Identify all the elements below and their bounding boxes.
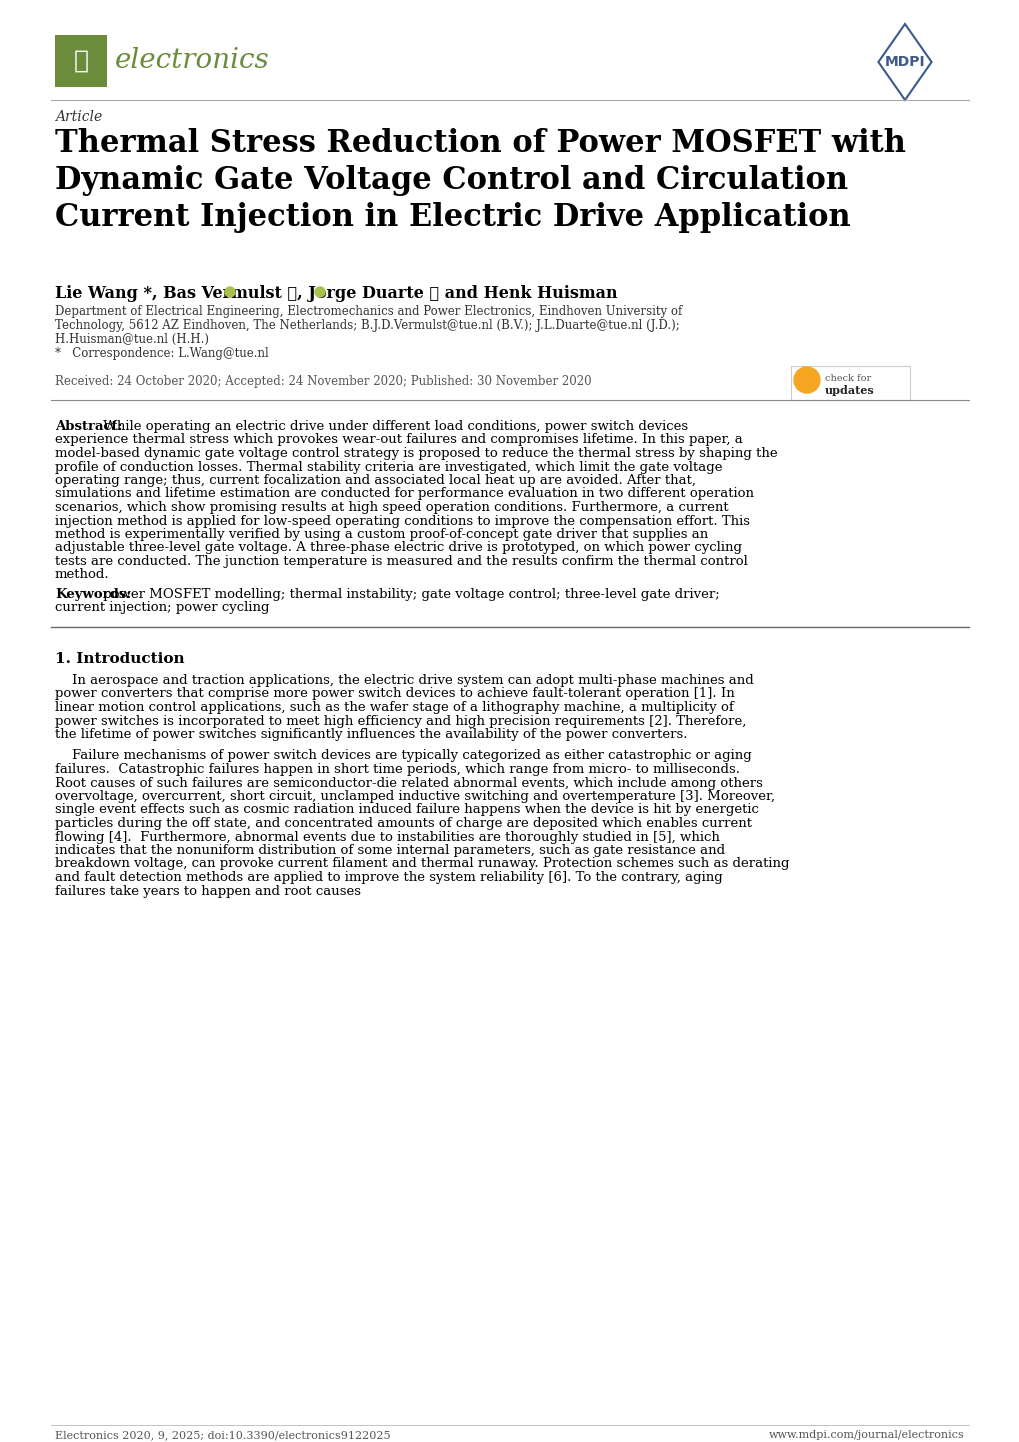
Text: operating range; thus, current focalization and associated local heat up are avo: operating range; thus, current focalizat…: [55, 474, 695, 487]
Text: *   Correspondence: L.Wang@tue.nl: * Correspondence: L.Wang@tue.nl: [55, 348, 268, 360]
Circle shape: [225, 287, 234, 297]
Text: experience thermal stress which provokes wear-out failures and compromises lifet: experience thermal stress which provokes…: [55, 434, 742, 447]
Text: electronics: electronics: [115, 48, 269, 75]
Text: www.mdpi.com/journal/electronics: www.mdpi.com/journal/electronics: [768, 1430, 964, 1441]
Text: power switches is incorporated to meet high efficiency and high precision requir: power switches is incorporated to meet h…: [55, 714, 746, 728]
FancyBboxPatch shape: [55, 35, 107, 87]
Text: ⎔: ⎔: [73, 49, 89, 74]
Text: adjustable three-level gate voltage. A three-phase electric drive is prototyped,: adjustable three-level gate voltage. A t…: [55, 542, 741, 555]
Text: current injection; power cycling: current injection; power cycling: [55, 601, 269, 614]
Text: single event effects such as cosmic radiation induced failure happens when the d: single event effects such as cosmic radi…: [55, 803, 758, 816]
Text: the lifetime of power switches significantly influences the availability of the : the lifetime of power switches significa…: [55, 728, 687, 741]
Text: Technology, 5612 AZ Eindhoven, The Netherlands; B.J.D.Vermulst@tue.nl (B.V.); J.: Technology, 5612 AZ Eindhoven, The Nethe…: [55, 319, 679, 332]
Text: linear motion control applications, such as the wafer stage of a lithography mac: linear motion control applications, such…: [55, 701, 733, 714]
Text: Department of Electrical Engineering, Electromechanics and Power Electronics, Ei: Department of Electrical Engineering, El…: [55, 306, 682, 319]
Text: Lie Wang *, Bas Vermulst ⓘ, Jorge Duarte ⓘ and Henk Huisman: Lie Wang *, Bas Vermulst ⓘ, Jorge Duarte…: [55, 286, 618, 301]
Circle shape: [315, 287, 325, 297]
Text: 1. Introduction: 1. Introduction: [55, 652, 184, 666]
Circle shape: [793, 368, 819, 394]
Text: Failure mechanisms of power switch devices are typically categorized as either c: Failure mechanisms of power switch devic…: [55, 750, 751, 763]
Text: In aerospace and traction applications, the electric drive system can adopt mult: In aerospace and traction applications, …: [55, 673, 753, 686]
Text: H.Huisman@tue.nl (H.H.): H.Huisman@tue.nl (H.H.): [55, 333, 209, 346]
Text: power converters that comprise more power switch devices to achieve fault-tolera: power converters that comprise more powe…: [55, 688, 734, 701]
Text: simulations and lifetime estimation are conducted for performance evaluation in : simulations and lifetime estimation are …: [55, 487, 753, 500]
Text: MDPI: MDPI: [883, 55, 924, 69]
Text: While operating an electric drive under different load conditions, power switch : While operating an electric drive under …: [100, 420, 688, 433]
Text: Received: 24 October 2020; Accepted: 24 November 2020; Published: 30 November 20: Received: 24 October 2020; Accepted: 24 …: [55, 375, 591, 388]
Text: Article: Article: [55, 110, 102, 124]
Text: failures.  Catastrophic failures happen in short time periods, which range from : failures. Catastrophic failures happen i…: [55, 763, 739, 776]
Text: Root causes of such failures are semiconductor-die related abnormal events, whic: Root causes of such failures are semicon…: [55, 776, 762, 790]
Text: Electronics 2020, 9, 2025; doi:10.3390/electronics9122025: Electronics 2020, 9, 2025; doi:10.3390/e…: [55, 1430, 390, 1441]
Text: failures take years to happen and root causes: failures take years to happen and root c…: [55, 884, 361, 897]
Text: Thermal Stress Reduction of Power MOSFET with
Dynamic Gate Voltage Control and C: Thermal Stress Reduction of Power MOSFET…: [55, 128, 905, 234]
Text: profile of conduction losses. Thermal stability criteria are investigated, which: profile of conduction losses. Thermal st…: [55, 460, 721, 473]
Text: model-based dynamic gate voltage control strategy is proposed to reduce the ther: model-based dynamic gate voltage control…: [55, 447, 776, 460]
Text: method is experimentally verified by using a custom proof-of-concept gate driver: method is experimentally verified by usi…: [55, 528, 707, 541]
Text: Abstract:: Abstract:: [55, 420, 122, 433]
Text: method.: method.: [55, 568, 109, 581]
Text: and fault detection methods are applied to improve the system reliability [6]. T: and fault detection methods are applied …: [55, 871, 722, 884]
Text: updates: updates: [824, 385, 874, 397]
Text: flowing [4].  Furthermore, abnormal events due to instabilities are thoroughly s: flowing [4]. Furthermore, abnormal event…: [55, 831, 719, 844]
Text: indicates that the nonuniform distribution of some internal parameters, such as : indicates that the nonuniform distributi…: [55, 844, 725, 857]
Text: breakdown voltage, can provoke current filament and thermal runaway. Protection : breakdown voltage, can provoke current f…: [55, 858, 789, 871]
Text: check for: check for: [824, 373, 870, 384]
Text: Keywords:: Keywords:: [55, 588, 131, 601]
Text: tests are conducted. The junction temperature is measured and the results confir: tests are conducted. The junction temper…: [55, 555, 747, 568]
Text: injection method is applied for low-speed operating conditions to improve the co: injection method is applied for low-spee…: [55, 515, 749, 528]
Text: ✓: ✓: [799, 371, 813, 389]
Text: scenarios, which show promising results at high speed operation conditions. Furt: scenarios, which show promising results …: [55, 500, 728, 513]
Text: iD: iD: [226, 290, 233, 294]
Text: iD: iD: [316, 290, 323, 294]
Text: power MOSFET modelling; thermal instability; gate voltage control; three-level g: power MOSFET modelling; thermal instabil…: [100, 588, 719, 601]
Text: particles during the off state, and concentrated amounts of charge are deposited: particles during the off state, and conc…: [55, 818, 751, 831]
Text: overvoltage, overcurrent, short circuit, unclamped inductive switching and overt: overvoltage, overcurrent, short circuit,…: [55, 790, 774, 803]
